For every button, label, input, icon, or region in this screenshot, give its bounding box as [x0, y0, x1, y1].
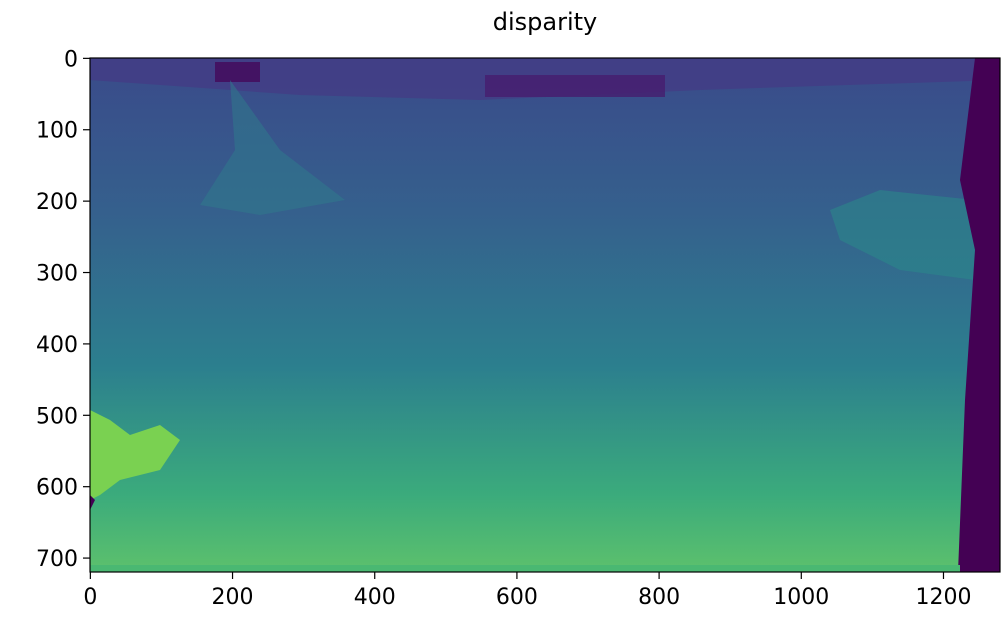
y-tick-label: 200 [36, 190, 78, 215]
x-tick-label: 600 [496, 585, 538, 610]
x-tick-label: 200 [212, 585, 254, 610]
disparity-image [90, 58, 1000, 572]
y-tick-label: 700 [36, 547, 78, 572]
y-tick-label: 0 [64, 47, 78, 72]
y-tick-label: 600 [36, 476, 78, 501]
x-tick-label: 400 [354, 585, 396, 610]
y-tick-label: 300 [36, 262, 78, 287]
chart-title: disparity [493, 8, 598, 36]
x-tick-label: 800 [638, 585, 680, 610]
x-tick-label: 0 [83, 585, 97, 610]
x-tick-label: 1000 [773, 585, 829, 610]
y-tick-label: 400 [36, 333, 78, 358]
x-tick-label: 1200 [915, 585, 971, 610]
y-tick-label: 500 [36, 404, 78, 429]
axes-frame [89, 57, 1001, 573]
y-tick-label: 100 [36, 119, 78, 144]
